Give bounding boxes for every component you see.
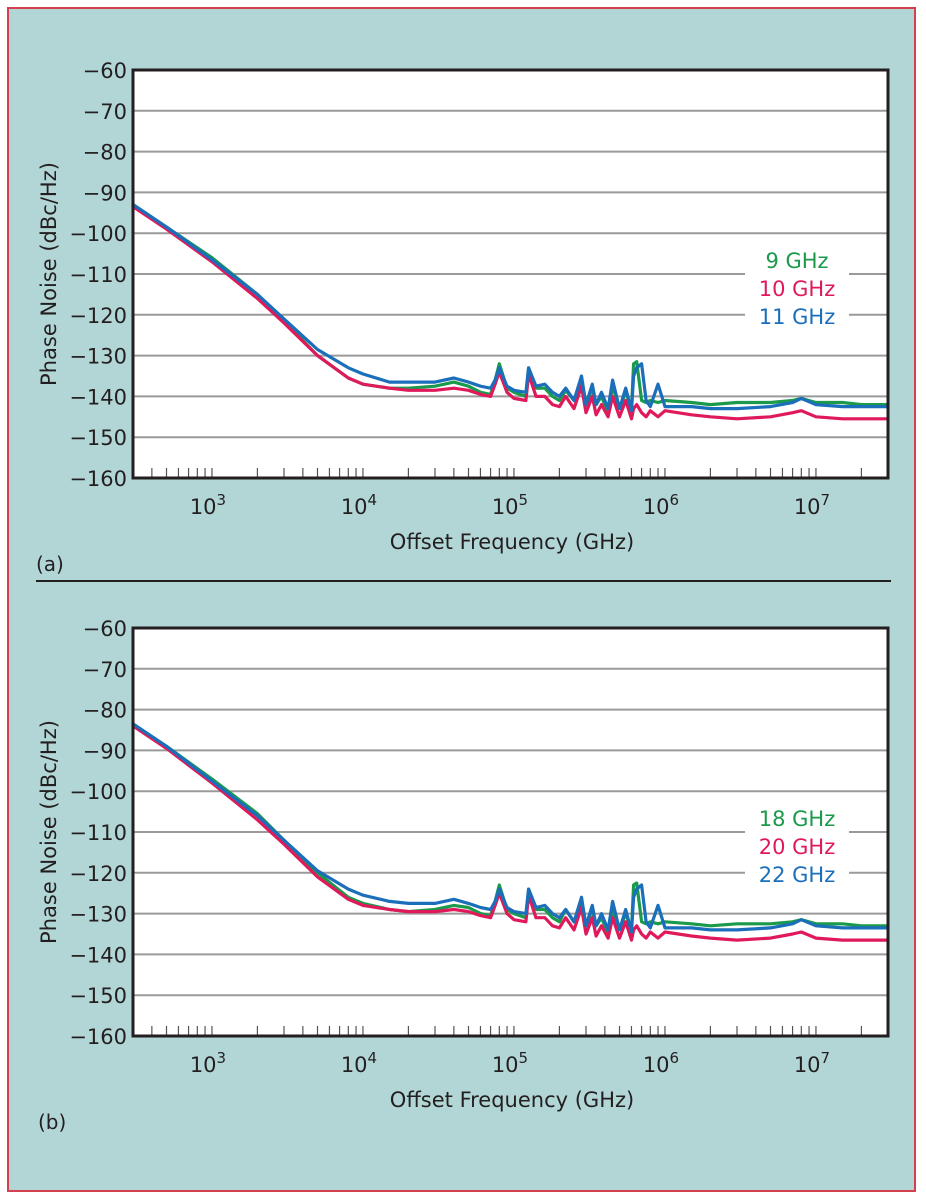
series-line-22-ghz	[131, 722, 890, 934]
y-tick-label: −60	[83, 617, 127, 641]
y-tick-label: −80	[83, 141, 127, 165]
legend-item: 10 GHz	[759, 277, 835, 301]
x-tick-label: 103	[190, 491, 226, 519]
legend-item: 11 GHz	[759, 305, 835, 329]
legend: 9 GHz 10 GHz 11 GHz	[745, 246, 849, 332]
y-tick-label: −160	[69, 1025, 127, 1049]
legend-background	[745, 804, 849, 890]
y-tick-label: −110	[69, 263, 127, 287]
panel-label-b: (b)	[38, 1110, 66, 1134]
x-tick-label: 104	[341, 491, 377, 519]
y-axis-title: Phase Noise (dBc/Hz)	[37, 162, 61, 386]
y-tick-label: −100	[69, 222, 127, 246]
y-tick-label: −70	[83, 100, 127, 124]
y-tick-label: −120	[69, 862, 127, 886]
y-axis-title: Phase Noise (dBc/Hz)	[37, 720, 61, 944]
y-tick-label: −70	[83, 658, 127, 682]
y-tick-label: −150	[69, 984, 127, 1008]
y-tick-label: −150	[69, 426, 127, 450]
x-tick-label: 107	[794, 491, 830, 519]
legend-item: 22 GHz	[759, 863, 835, 887]
legend: 18 GHz 20 GHz 22 GHz	[745, 804, 849, 890]
legend-item: 9 GHz	[765, 249, 828, 273]
y-tick-label: −130	[69, 903, 127, 927]
x-tick-label: 104	[341, 1049, 377, 1077]
x-tick-label: 106	[643, 491, 679, 519]
series-line-10-ghz	[131, 205, 890, 421]
y-tick-label: −140	[69, 385, 127, 409]
y-tick-label: −90	[83, 739, 127, 763]
y-tick-label: −60	[83, 59, 127, 83]
series-line-20-ghz	[131, 724, 890, 942]
series-line-11-ghz	[131, 203, 890, 413]
y-tick-label: −120	[69, 304, 127, 328]
y-tick-label: −140	[69, 943, 127, 967]
x-axis-title: Offset Frequency (GHz)	[390, 530, 634, 554]
x-tick-label: 103	[190, 1049, 226, 1077]
x-tick-label: 107	[794, 1049, 830, 1077]
panel-label-a: (a)	[36, 552, 64, 576]
y-tick-label: −90	[83, 181, 127, 205]
x-tick-label: 106	[643, 1049, 679, 1077]
y-tick-label: −80	[83, 699, 127, 723]
chart-a: 9 GHz 10 GHz 11 GHz −60 −70 −80 −90 −100 −110 −1…	[36, 59, 890, 576]
x-tick-labels: 103 104 105 106 107	[190, 491, 830, 519]
x-tick-label: 105	[492, 491, 528, 519]
y-tick-label: −100	[69, 780, 127, 804]
plot-border	[131, 626, 890, 1038]
series-group	[131, 203, 890, 421]
y-tick-labels: −60 −70 −80 −90 −100 −110 −120 −130 −140 −150 −160	[69, 59, 127, 491]
x-axis-title: Offset Frequency (GHz)	[390, 1088, 634, 1112]
x-tick-labels: 103 104 105 106 107	[190, 1049, 830, 1077]
plot-border	[131, 68, 890, 480]
y-gridlines	[133, 667, 888, 997]
y-tick-labels: −60 −70 −80 −90 −100 −110 −120 −130 −140 −150 −160	[69, 617, 127, 1049]
y-tick-label: −110	[69, 821, 127, 845]
series-group	[131, 722, 890, 942]
y-tick-label: −130	[69, 345, 127, 369]
x-tick-label: 105	[492, 1049, 528, 1077]
legend-background	[745, 246, 849, 332]
legend-item: 20 GHz	[759, 835, 835, 859]
y-tick-label: −160	[69, 467, 127, 491]
legend-item: 18 GHz	[759, 807, 835, 831]
